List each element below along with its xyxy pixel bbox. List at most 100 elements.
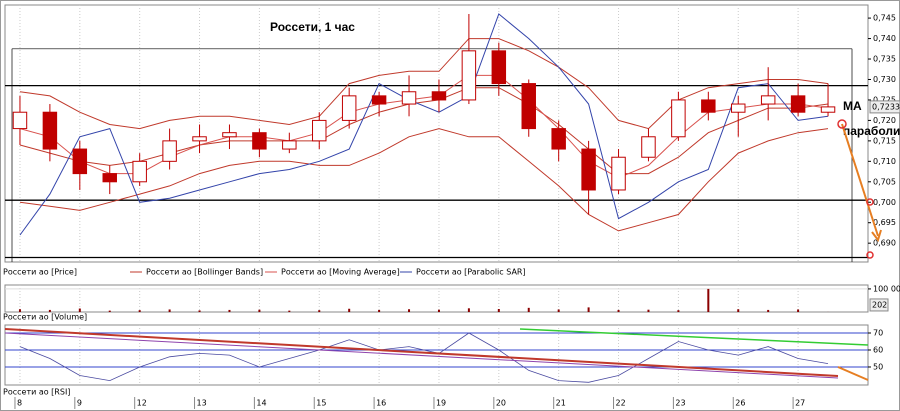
trend-lines [4,328,869,381]
candle-body [401,91,417,105]
candle-body [132,160,147,183]
x-tick-label: 23 [675,399,685,408]
legend-label: Россети ао [Bollinger Bands] [146,268,263,277]
panel [4,4,869,263]
y-tick-label: 0,715 [873,136,896,145]
y-tick-label: 0,700 [873,198,896,207]
y-tick-label: 70 [873,328,883,337]
volume-bar [348,308,351,312]
candle-body [102,173,117,183]
volume-bar [408,309,411,312]
volume-bar [18,309,21,312]
volume-bar [168,309,171,312]
volume-bar [497,309,500,312]
x-tick-label: 22 [616,399,626,408]
y-tick-label: 0,690 [873,239,896,248]
x-tick-label: 15 [316,399,326,408]
candle-body [42,111,58,150]
series-line [19,87,829,175]
candle-body [12,111,28,130]
legend-label: Россети ао [Moving Average] [281,268,400,277]
annotation: параболи [843,124,900,138]
x-tick-label: 19 [436,399,446,408]
volume-bar [527,307,530,312]
candle-body [431,91,447,101]
candle-body [820,106,836,113]
panel [4,324,869,386]
volume-bar [737,309,740,312]
volume-bar [767,309,770,312]
candle-body [341,95,357,121]
x-tick-label: 12 [137,399,147,408]
series-line [19,128,829,232]
marker [866,198,874,206]
arrow [841,123,879,237]
volume-bar [48,309,51,312]
volume-bar [617,309,620,312]
legend-label: Россети ао [Price] [3,268,77,277]
volume-bar [378,309,381,312]
y-tick-label: 0,735 [873,55,896,64]
x-tick-label: 27 [795,399,805,408]
volume-bar [557,309,560,312]
volume-bar [198,310,201,312]
marker [866,251,874,259]
candle-body [72,148,88,175]
value-label: 202 [872,300,887,309]
candle-body [461,50,477,101]
x-tick-label: 21 [556,399,566,408]
candle-body [162,140,177,162]
series-line [19,332,829,383]
x-tick-label: 9 [77,399,82,408]
volume-bar [138,310,141,312]
x-tick-label: 8 [17,399,22,408]
series-line [19,74,829,179]
volume-bar [707,288,710,312]
volume-bar [258,309,261,312]
volume-bar [467,308,470,312]
y-tick-label: 0,705 [873,177,896,186]
volume-bar [108,310,111,312]
arrow-head [871,229,882,243]
volume-bar [587,307,590,312]
volume-bar [647,309,650,312]
y-tick-label: 0,745 [873,14,896,23]
annotation: МА [843,99,862,113]
candle-body [192,136,207,142]
candle-body [491,50,507,85]
volume-bar [318,310,321,312]
y-tick-label: 60 [873,345,883,354]
x-tick-label: 13 [197,399,207,408]
trend-line [4,332,839,379]
series-line [19,38,829,130]
volume-bar [677,310,680,312]
x-tick-label: 20 [496,399,506,408]
y-tick-label: 0,695 [873,218,896,227]
trend-line [4,328,839,377]
x-tick-label: 26 [735,399,745,408]
candle-body [671,99,686,138]
candle-body [790,95,806,113]
candle-body [521,83,536,130]
value-tag [869,298,889,312]
y-tick-label: 0,740 [873,34,896,43]
y-tick-label: 50 [873,362,883,371]
y-tick-label: 100 000 [873,284,900,293]
candle-body [760,95,776,105]
panel-label: Россети ао [Volume] [3,313,87,322]
volume-bar [797,309,800,312]
candle-body [252,132,267,150]
candle-body [731,103,746,113]
volume-bar [78,308,81,312]
chart-title: Россети, 1 час [270,20,355,34]
candle-body [611,156,626,191]
legend-label: Россети ао [Parabolic SAR] [416,268,526,277]
y-tick-label: 0,720 [873,116,896,125]
trend-line [837,366,869,381]
candle-body [222,132,237,138]
volume-bar [228,309,231,312]
y-tick-label: 0,710 [873,157,896,166]
forecast-arrow [837,119,882,259]
